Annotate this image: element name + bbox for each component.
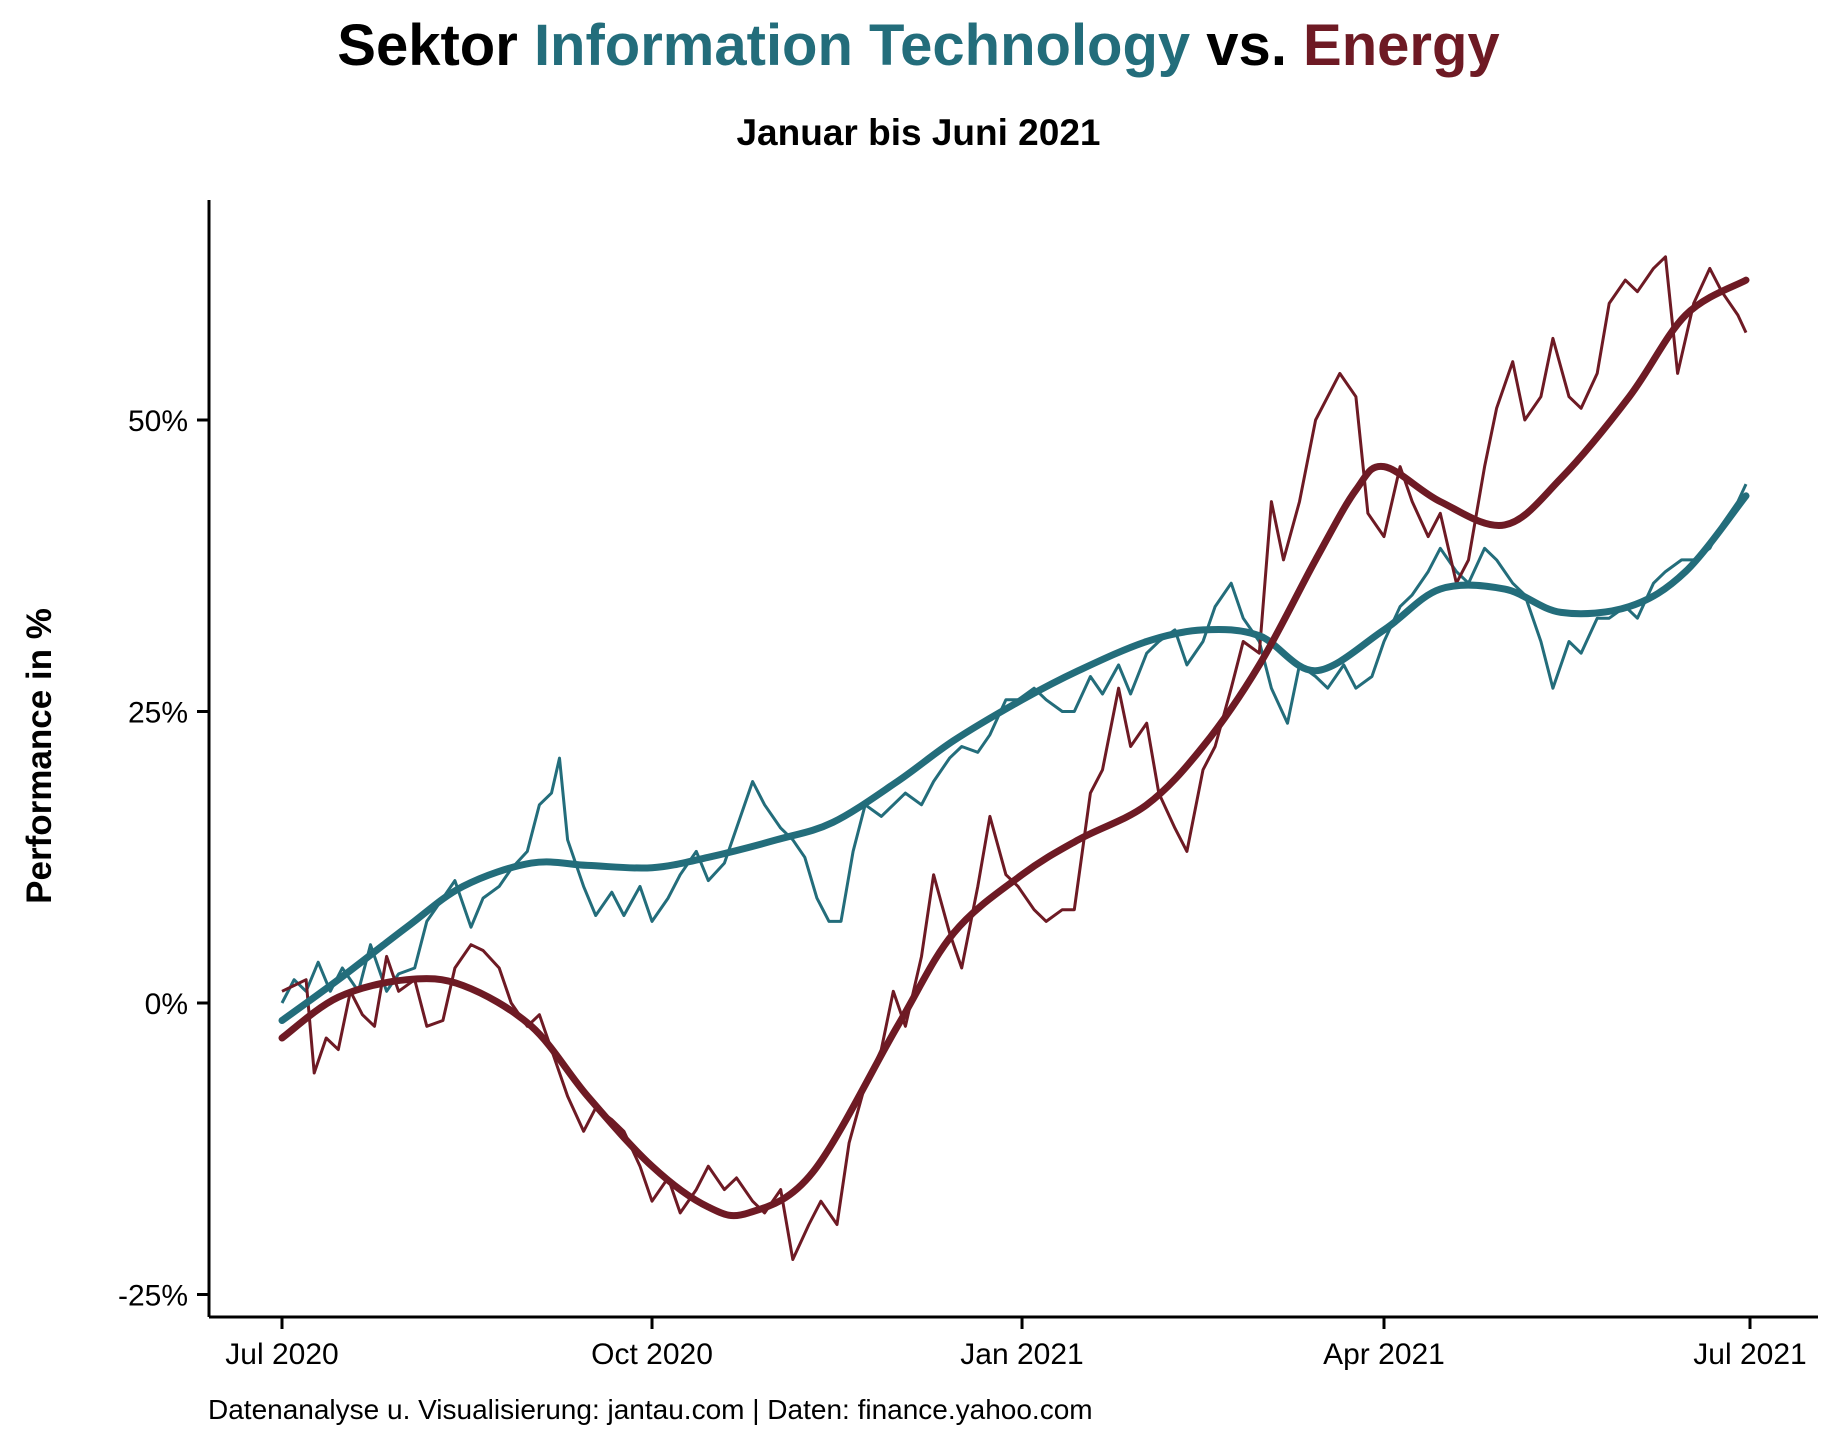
y-tick-label: 0%	[145, 988, 188, 1021]
series-line-energy	[281, 255, 1748, 1261]
trend-line-energy	[278, 276, 1750, 1220]
y-axis-label: Performance in %	[20, 608, 59, 904]
trend-line-it	[278, 492, 1750, 1024]
source-caption: Datenanalyse u. Visualisierung: jantau.c…	[208, 1394, 1093, 1425]
x-tick-label: Apr 2021	[1323, 1338, 1445, 1371]
chart-subtitle: Januar bis Juni 2021	[736, 112, 1101, 153]
chart-title: Sektor Information Technology vs. Energy	[0, 12, 1837, 79]
title-series-energy: Energy	[1303, 13, 1500, 78]
title-series-it: Information Technology	[533, 13, 1191, 78]
title-middle: vs.	[1190, 13, 1304, 78]
x-tick-label: Jan 2021	[960, 1338, 1083, 1371]
trend-layer	[278, 276, 1750, 1220]
x-tick-label: Jul 2020	[225, 1338, 338, 1371]
series-line-it	[280, 483, 1748, 1004]
x-tick-label: Oct 2020	[591, 1338, 713, 1371]
y-tick-label: 50%	[128, 405, 188, 438]
title-prefix: Sektor	[337, 13, 534, 78]
x-ticks: Jul 2020 Oct 2020 Jan 2021 Apr 2021 Jul 2021	[225, 1317, 1807, 1371]
x-tick-label: Jul 2021	[1693, 1338, 1806, 1371]
y-ticks: -25% 0% 25% 50%	[118, 405, 209, 1313]
trace-layer	[280, 255, 1748, 1261]
y-tick-label: -25%	[118, 1280, 188, 1313]
y-tick-label: 25%	[128, 697, 188, 730]
